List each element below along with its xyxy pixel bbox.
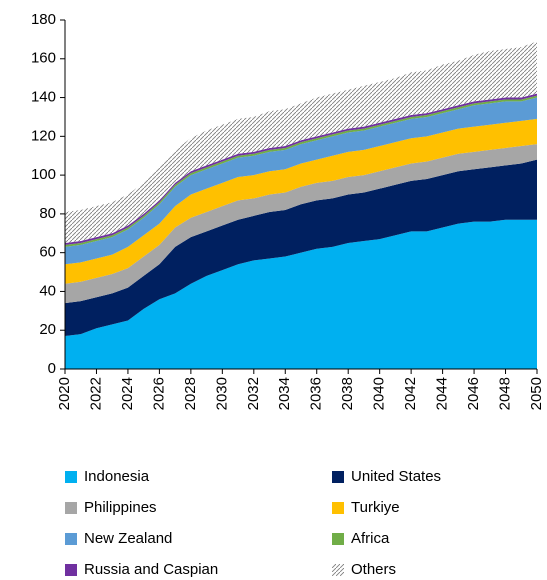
y-tick-label: 160 xyxy=(31,50,56,67)
legend-swatch xyxy=(332,471,344,483)
x-tick-label: 2026 xyxy=(150,377,167,410)
legend-label: Indonesia xyxy=(84,468,150,485)
area xyxy=(65,97,537,265)
x-tick-label: 2036 xyxy=(308,377,325,410)
y-tick-label: 120 xyxy=(31,127,56,144)
area xyxy=(65,219,537,369)
legend-label: New Zealand xyxy=(84,530,172,547)
area xyxy=(65,41,537,243)
y-tick-label: 140 xyxy=(31,89,56,106)
y-tick-label: 180 xyxy=(31,11,56,28)
y-tick-label: 40 xyxy=(39,282,56,299)
x-tick-label: 2046 xyxy=(465,377,482,410)
x-tick-label: 2028 xyxy=(182,377,199,410)
x-tick-label: 2022 xyxy=(87,377,104,410)
area xyxy=(65,144,537,304)
legend-swatch xyxy=(65,471,77,483)
x-tick-label: 2038 xyxy=(339,377,356,410)
y-tick-label: 20 xyxy=(39,321,56,338)
legend-swatch xyxy=(65,533,77,545)
legend-swatch xyxy=(332,533,344,545)
legend-label: Others xyxy=(351,561,396,578)
x-tick-label: 2032 xyxy=(245,377,262,410)
area xyxy=(65,159,537,337)
x-tick-label: 2042 xyxy=(402,377,419,410)
x-tick-label: 2048 xyxy=(497,377,514,410)
x-tick-label: 2050 xyxy=(528,377,545,410)
x-tick-label: 2030 xyxy=(213,377,230,410)
y-tick-label: 80 xyxy=(39,205,56,222)
legend-label: Africa xyxy=(351,530,390,547)
x-tick-label: 2034 xyxy=(276,377,293,410)
legend-swatch xyxy=(332,502,344,514)
legend-label: United States xyxy=(351,468,441,485)
legend-swatch xyxy=(65,502,77,514)
y-tick-label: 0 xyxy=(48,360,56,377)
legend-swatch xyxy=(65,564,77,576)
legend-label: Russia and Caspian xyxy=(84,561,218,578)
x-tick-label: 2020 xyxy=(56,377,73,410)
legend-label: Philippines xyxy=(84,499,157,516)
x-tick-label: 2040 xyxy=(371,377,388,410)
y-tick-label: 100 xyxy=(31,166,56,183)
y-tick-label: 60 xyxy=(39,244,56,261)
legend-swatch xyxy=(332,564,344,576)
x-tick-label: 2024 xyxy=(119,377,136,410)
x-tick-label: 2044 xyxy=(434,377,451,410)
area xyxy=(65,118,537,284)
legend-label: Turkiye xyxy=(351,499,400,516)
